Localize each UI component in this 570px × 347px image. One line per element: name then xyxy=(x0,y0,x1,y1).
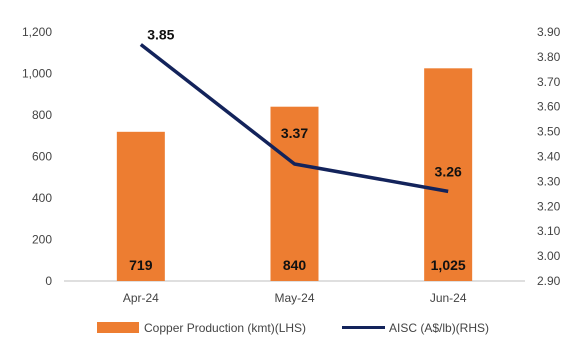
legend: Copper Production (kmt)(LHS) AISC (A$/lb… xyxy=(97,321,489,335)
left-axis: 0 200 400 600 800 1,000 1,200 xyxy=(22,25,52,288)
x-tick-label: May-24 xyxy=(274,291,314,305)
left-tick-label: 1,200 xyxy=(22,25,52,39)
legend-label-aisc: AISC (A$/lb)(RHS) xyxy=(389,321,489,335)
line-data-label: 3.85 xyxy=(147,26,174,42)
right-tick-label: 3.70 xyxy=(537,75,561,89)
legend-label-copper: Copper Production (kmt)(LHS) xyxy=(144,321,306,335)
line-data-label: 3.26 xyxy=(435,163,462,179)
line-data-label: 3.37 xyxy=(281,125,308,141)
right-tick-label: 3.80 xyxy=(537,50,561,64)
bar-series xyxy=(117,68,472,281)
left-tick-label: 200 xyxy=(32,233,52,247)
left-tick-label: 800 xyxy=(32,108,52,122)
right-tick-label: 3.00 xyxy=(537,249,561,263)
x-axis: Apr-24 May-24 Jun-24 xyxy=(123,291,467,305)
left-tick-label: 0 xyxy=(45,274,52,288)
x-tick-label: Apr-24 xyxy=(123,291,159,305)
right-tick-label: 3.20 xyxy=(537,199,561,213)
bar-data-label: 1,025 xyxy=(431,257,466,273)
right-tick-label: 2.90 xyxy=(537,274,561,288)
left-tick-label: 400 xyxy=(32,191,52,205)
right-tick-label: 3.50 xyxy=(537,125,561,139)
left-tick-label: 600 xyxy=(32,150,52,164)
left-tick-label: 1,000 xyxy=(22,67,52,81)
legend-swatch-bar xyxy=(97,322,139,333)
bar-data-labels: 719 840 1,025 xyxy=(129,257,466,273)
right-tick-label: 3.30 xyxy=(537,174,561,188)
right-tick-label: 3.60 xyxy=(537,100,561,114)
right-axis: 2.90 3.00 3.10 3.20 3.30 3.40 3.50 3.60 3.70 3.80… xyxy=(537,25,561,288)
x-tick-label: Jun-24 xyxy=(430,291,467,305)
bar-data-label: 840 xyxy=(283,257,307,273)
bar-data-label: 719 xyxy=(129,257,153,273)
right-tick-label: 3.10 xyxy=(537,224,561,238)
right-tick-label: 3.90 xyxy=(537,25,561,39)
right-tick-label: 3.40 xyxy=(537,150,561,164)
